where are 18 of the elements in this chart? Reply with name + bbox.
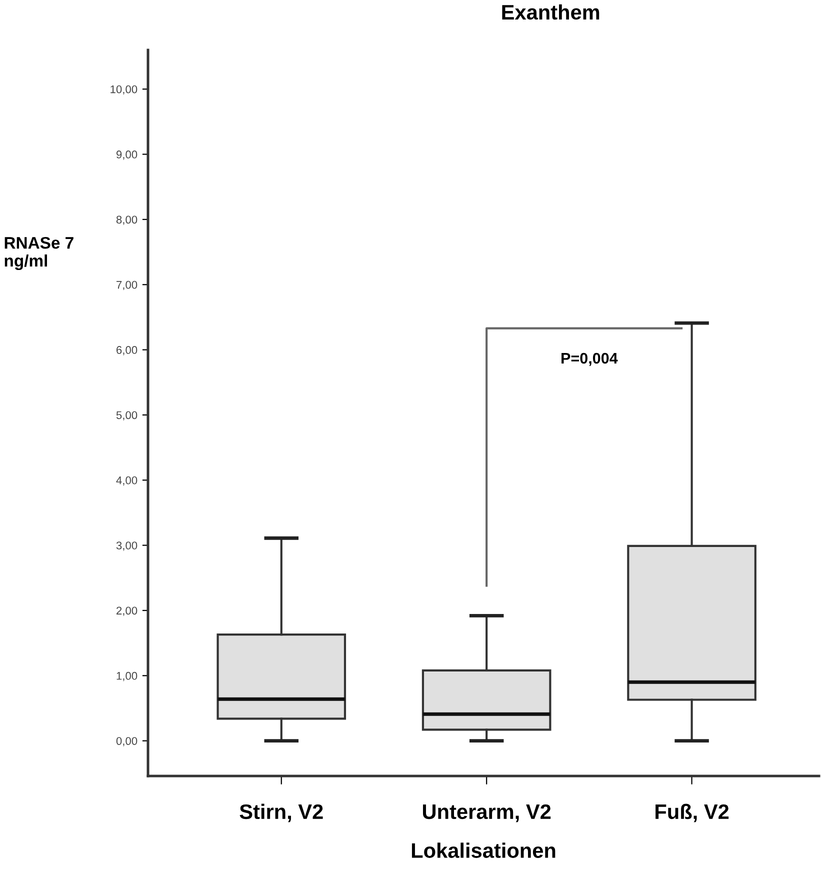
- chart-title: Exanthem: [502, 4, 600, 20]
- y-tick-label: 0,00: [116, 737, 138, 746]
- y-tick-label: 7,00: [116, 280, 138, 290]
- y-tick-label: 8,00: [116, 216, 138, 225]
- y-tick-label: 1,00: [116, 672, 138, 682]
- y-tick-label: 3,00: [116, 542, 138, 551]
- y-tick-label: 2,00: [116, 606, 138, 616]
- y-axis-title: RNASe 7 ng/ml: [4, 236, 74, 270]
- y-tick-label: 5,00: [116, 411, 138, 420]
- annotation: P=0,004: [562, 352, 618, 366]
- y-tick-label: 4,00: [116, 476, 138, 486]
- x-tick-label: Stirn, V2: [240, 804, 323, 822]
- y-tick-label: 9,00: [116, 150, 138, 160]
- x-axis-title: Lokalisationen: [412, 842, 556, 858]
- y-tick-label: 6,00: [116, 346, 138, 356]
- x-tick-label: Fuß, V2: [656, 804, 729, 822]
- x-tick-label: Unterarm, V2: [422, 804, 551, 822]
- y-tick-label: 10,00: [110, 85, 138, 95]
